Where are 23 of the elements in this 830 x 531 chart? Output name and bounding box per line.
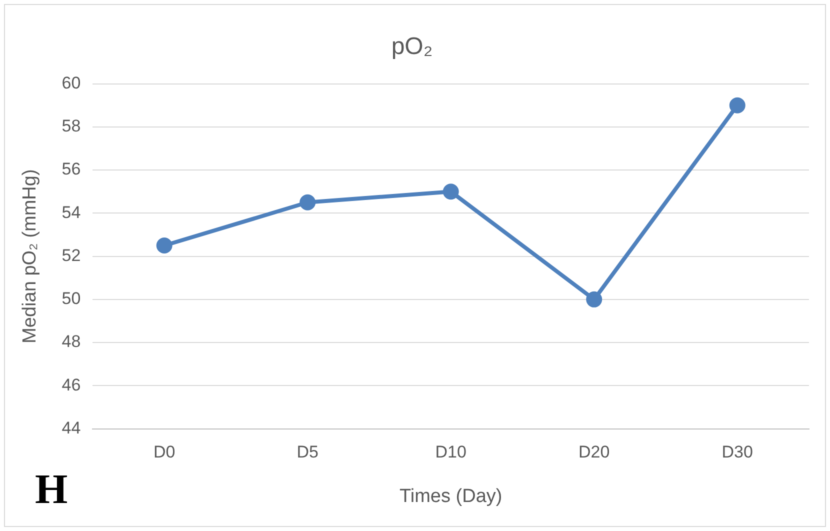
point bbox=[156, 238, 172, 254]
x-tick-label: D5 bbox=[296, 442, 318, 462]
y-tick-label: 54 bbox=[62, 202, 81, 222]
point bbox=[586, 291, 602, 308]
text: H bbox=[35, 467, 68, 513]
x-tick-label: D0 bbox=[153, 442, 176, 462]
y-tick-label: 48 bbox=[62, 332, 81, 352]
point bbox=[300, 194, 316, 210]
x-axis-title: Times (Day) bbox=[399, 486, 502, 507]
y-axis-title: Median pO₂ (mmHg) bbox=[20, 169, 41, 344]
point bbox=[442, 184, 459, 200]
y-tick-label: 50 bbox=[62, 289, 81, 308]
x-tick-label: D30 bbox=[722, 442, 753, 462]
y-tick-label: 56 bbox=[62, 160, 81, 179]
y-tick-label: 46 bbox=[62, 375, 81, 394]
y-tick-label: 58 bbox=[62, 116, 81, 136]
y-tick-label: 60 bbox=[62, 73, 81, 92]
y-tick-label: 52 bbox=[62, 246, 81, 265]
y-tick-label: 44 bbox=[62, 418, 81, 438]
point bbox=[729, 97, 746, 114]
x-tick-label: D20 bbox=[578, 442, 610, 462]
x-tick-label: D10 bbox=[435, 442, 466, 462]
chart-title: pO₂ bbox=[391, 33, 433, 60]
